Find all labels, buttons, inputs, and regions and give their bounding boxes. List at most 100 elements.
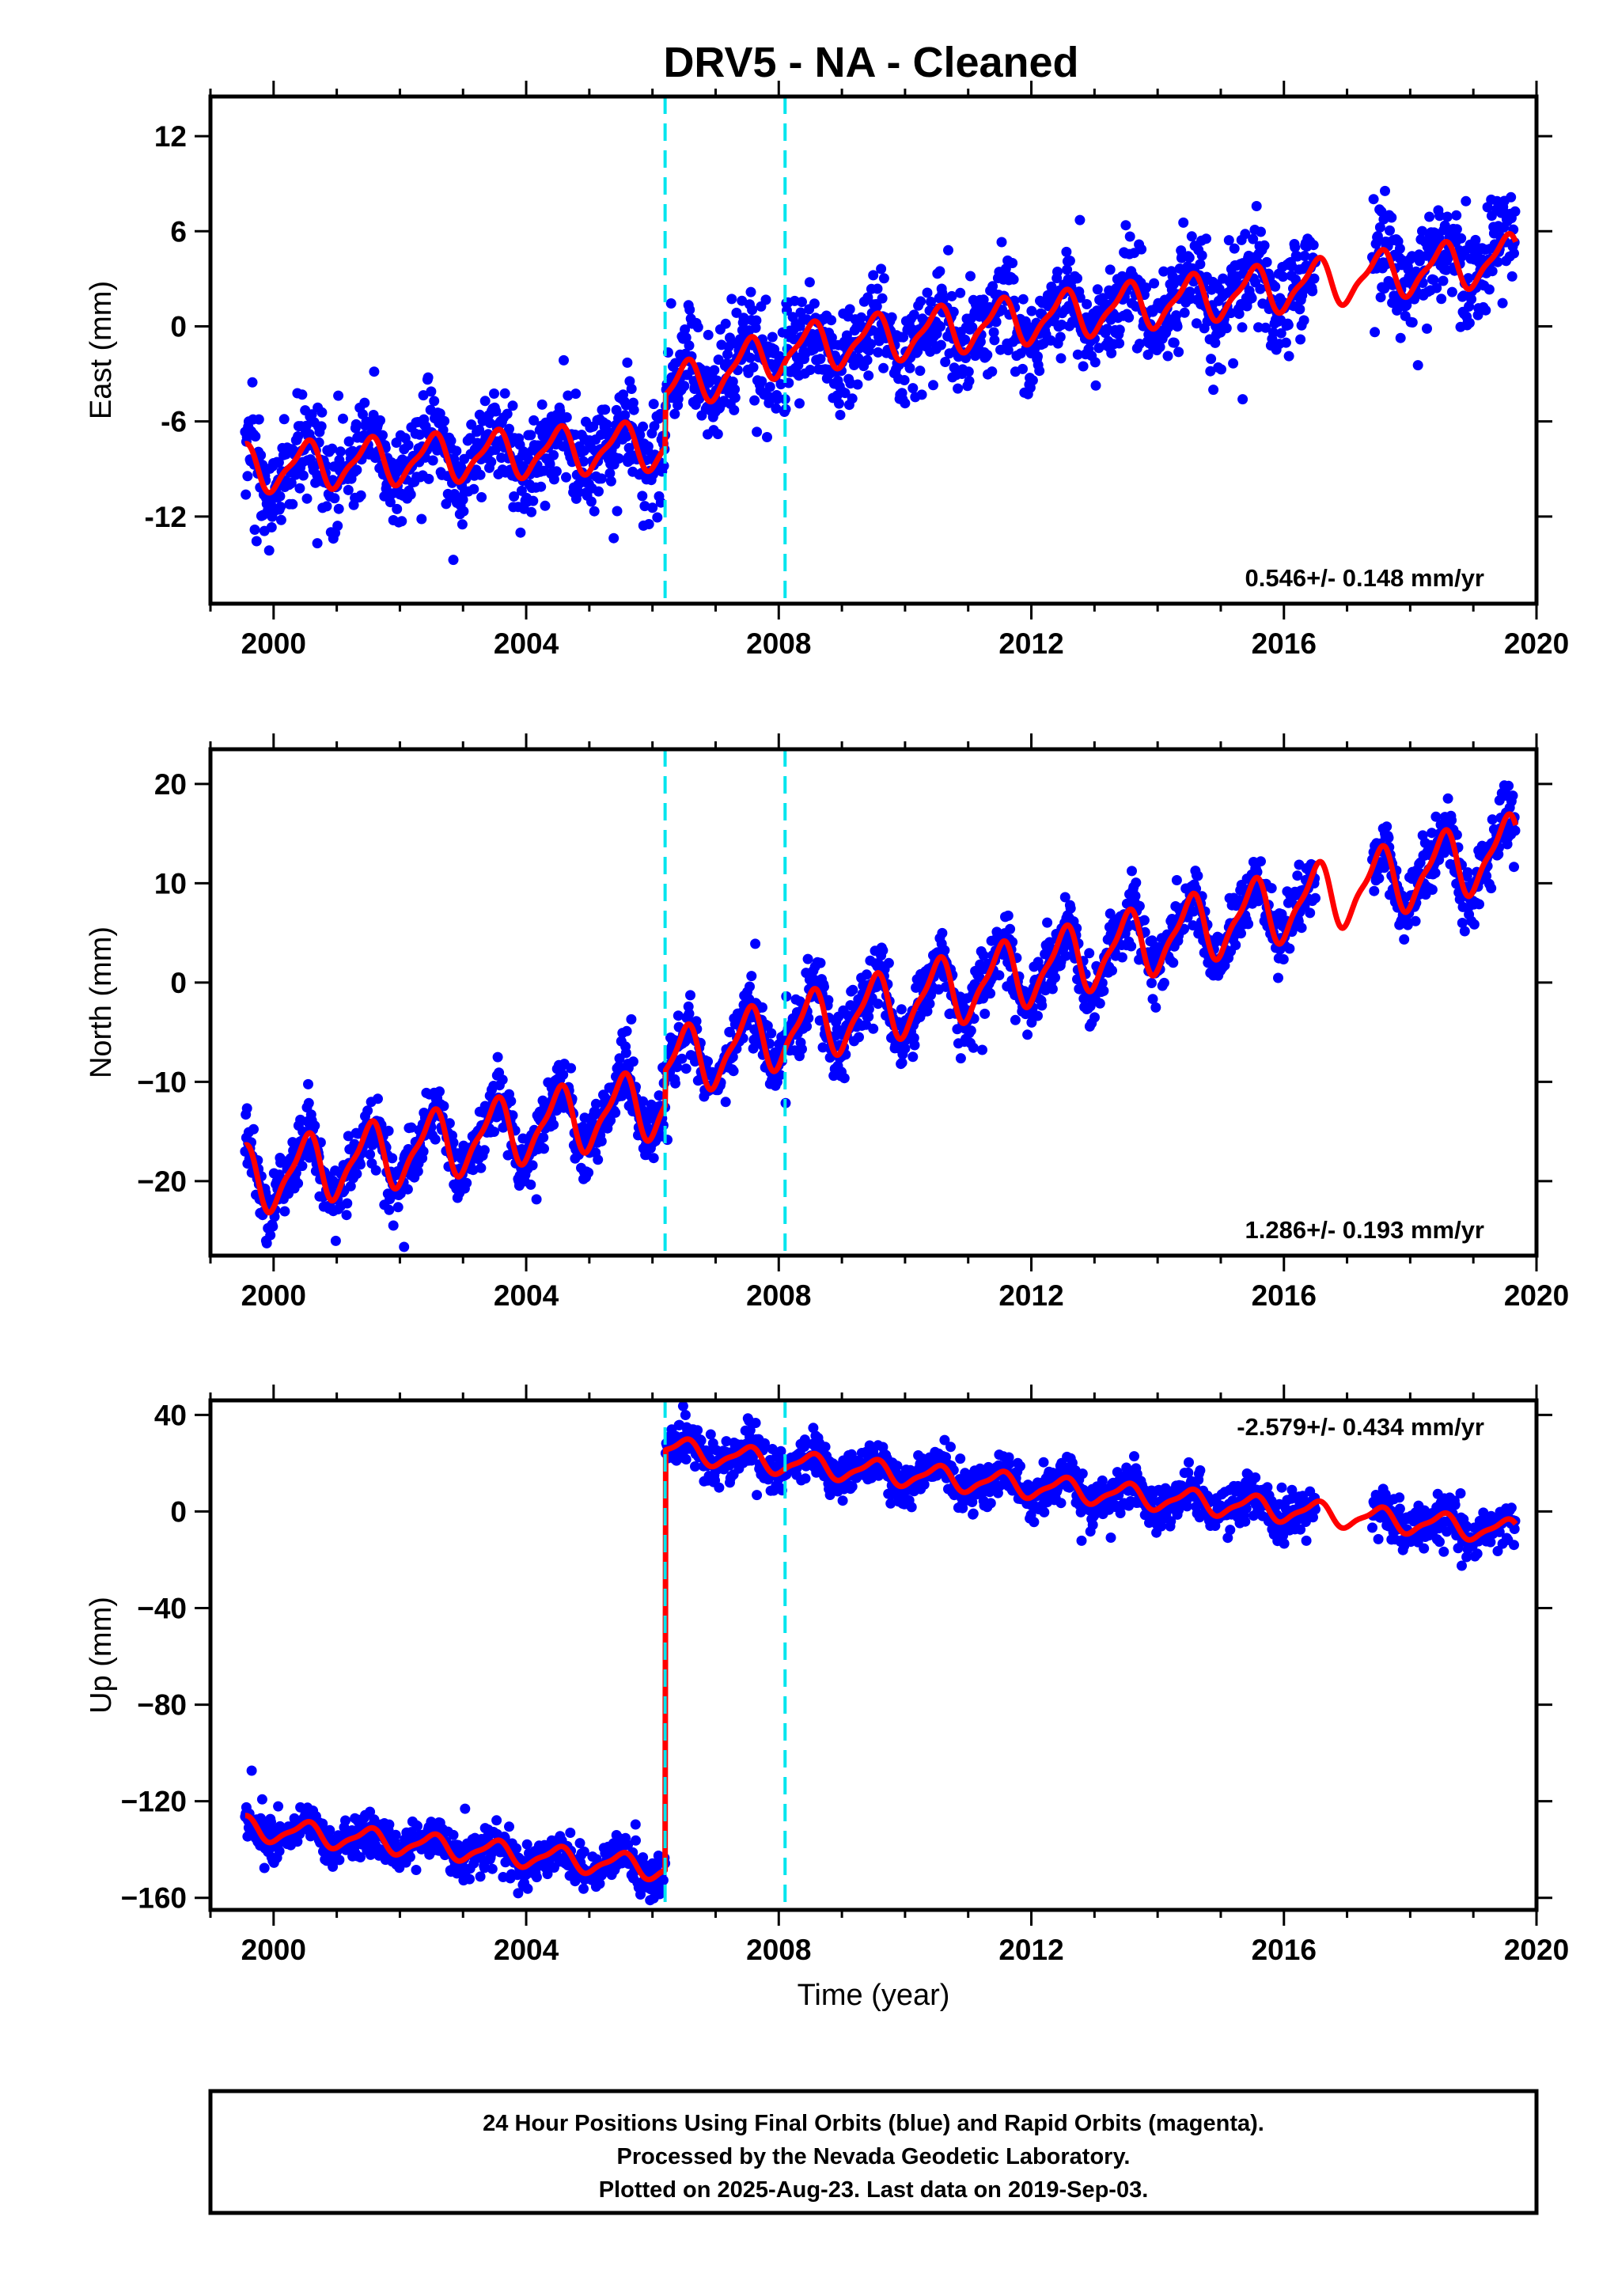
data-point (720, 1097, 731, 1108)
data-point (876, 263, 887, 275)
data-point (502, 408, 513, 419)
data-point (928, 380, 938, 391)
data-point (648, 399, 659, 410)
data-point (1092, 284, 1103, 295)
data-point (1284, 943, 1295, 954)
data-point (351, 464, 362, 475)
data-point (297, 389, 308, 400)
data-point (611, 404, 622, 415)
data-point (256, 449, 267, 460)
data-point (412, 1821, 422, 1832)
data-point (769, 344, 780, 355)
data-point (938, 294, 949, 305)
data-point (1078, 361, 1089, 372)
data-point (1223, 235, 1234, 246)
data-point (333, 390, 344, 401)
data-point (334, 1855, 345, 1866)
data-point (705, 1429, 716, 1440)
data-point (1130, 891, 1141, 901)
data-point (265, 1229, 276, 1241)
data-point (872, 283, 883, 294)
data-point (1410, 915, 1421, 926)
data-point (327, 443, 338, 454)
data-point (713, 354, 724, 366)
data-point (434, 1086, 445, 1097)
data-point (1089, 357, 1101, 368)
data-point (548, 474, 559, 485)
data-point (306, 409, 317, 420)
data-point (600, 404, 611, 415)
data-point (561, 412, 572, 422)
data-point (955, 287, 966, 298)
data-point (1255, 283, 1266, 294)
data-point (1275, 328, 1286, 339)
data-point (392, 1202, 404, 1213)
data-point (492, 1051, 503, 1063)
data-point (504, 423, 514, 434)
data-point (263, 545, 275, 556)
data-point (1056, 320, 1067, 330)
data-point (1446, 815, 1457, 826)
data-point (692, 322, 703, 333)
data-point (312, 538, 323, 549)
data-point (563, 390, 574, 401)
data-point (1042, 917, 1053, 928)
data-point (1430, 867, 1441, 878)
data-point (1114, 324, 1125, 335)
data-point (1438, 275, 1449, 286)
data-point (797, 297, 807, 308)
data-point (1451, 210, 1462, 221)
data-point (387, 1153, 398, 1164)
data-point (385, 497, 396, 508)
data-point (746, 971, 757, 982)
data-point (544, 459, 555, 469)
y-tick-label: 20 (154, 768, 187, 801)
data-point (531, 1194, 542, 1205)
data-point (839, 388, 851, 399)
data-point (531, 1872, 542, 1883)
data-point (1442, 793, 1453, 804)
data-point (369, 366, 380, 377)
data-point (1307, 286, 1318, 297)
data-point (1462, 867, 1473, 878)
data-point (1098, 985, 1109, 996)
data-point (418, 390, 429, 401)
data-point (1480, 305, 1491, 316)
x-tick-label: 2004 (494, 1279, 559, 1312)
data-point (249, 525, 260, 535)
data-point (752, 426, 763, 438)
data-point (286, 477, 297, 488)
data-point (712, 429, 723, 440)
y-axis-title-north: North (mm) (85, 926, 118, 1078)
data-point (1179, 307, 1190, 318)
data-point (1072, 273, 1082, 284)
data-point (259, 1862, 270, 1874)
data-point (359, 397, 370, 408)
data-point (570, 388, 582, 400)
data-point (377, 430, 388, 441)
data-point (1158, 266, 1169, 277)
data-point (1394, 243, 1405, 254)
data-point (1149, 278, 1160, 289)
data-point (474, 424, 485, 435)
data-point (1507, 790, 1518, 801)
x-tick-label: 2000 (241, 1279, 306, 1312)
x-tick-label: 2012 (998, 627, 1063, 660)
data-point (1487, 266, 1498, 277)
data-point (915, 296, 926, 307)
data-point (989, 335, 1000, 346)
data-point (987, 281, 998, 292)
data-point (751, 315, 762, 326)
data-point (968, 1042, 979, 1053)
data-point (665, 298, 676, 309)
data-point (605, 475, 616, 487)
data-point (242, 471, 253, 482)
data-point (461, 1177, 472, 1188)
data-point (935, 339, 946, 350)
data-point (922, 287, 933, 298)
data-point (250, 431, 261, 442)
data-point (909, 1040, 920, 1051)
data-point (343, 436, 354, 447)
data-point (978, 294, 989, 305)
